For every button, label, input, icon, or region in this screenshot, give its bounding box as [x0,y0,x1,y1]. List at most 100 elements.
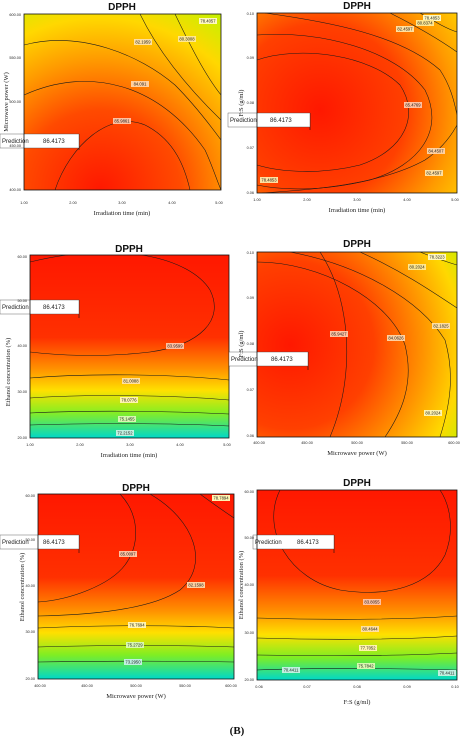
surface-area [257,490,457,680]
prediction-flag: Prediction 86.4173 [227,112,311,130]
y-tick-label: 0.06 [247,434,254,438]
contour-label-box [260,177,278,183]
y-axis-label: F:S (g/ml) [238,331,245,358]
y-tick-label: 0.09 [247,296,254,300]
contour-line [319,252,347,437]
prediction-value: 86.4173 [43,305,65,311]
contour-line [174,14,221,96]
contour-label: 75.2729 [127,643,143,648]
y-tick-label: 60.00 [25,494,35,498]
y-ticks: 0.06 0.07 0.08 0.09 0.10 [247,251,254,438]
panel-irradiation-vs-fs: DPPH 78.4853 80.8374 82.4597 78.4853 82.… [227,1,459,214]
y-tick-label: 500.00 [9,100,21,104]
panel-title: DPPH [122,483,150,494]
x-tick-label: 550.00 [401,441,413,445]
plot-frame [256,251,458,438]
prediction-value: 86.4173 [271,357,293,363]
contour-label: 80.3008 [179,37,195,42]
panel-power-vs-fs: DPPH 85.9427 84.0626 82.1825 80.2024 78.… [228,239,460,457]
contour-line [257,52,409,172]
x-tick-label: 400.00 [34,684,46,688]
contour-label: 83.8055 [364,600,380,605]
contour-label: 83.9599 [167,344,183,349]
contour-line [139,14,221,121]
contour-label: 78.3223 [429,255,445,260]
x-tick-label: 550.00 [179,684,191,688]
contour-label: 85.9427 [331,332,347,337]
y-tick-label: 20.00 [17,436,27,440]
x-axis-label: Irradiation time (min) [94,210,151,217]
contour-line [257,652,457,656]
y-tick-label: 550.00 [9,56,21,60]
x-tick-label: 5.00 [223,443,230,447]
contour-label-box [357,663,375,669]
y-tick-label: 0.07 [247,388,254,392]
contour-label: 78.4853 [424,16,440,21]
plot-frame [23,13,222,191]
plot-frame [29,254,230,439]
plot-frame [37,493,235,680]
x-tick-label: 5.00 [215,201,222,205]
prediction-flag: Prediction 86.4173 [0,299,80,318]
y-axis-label: F:S (g/ml) [238,90,245,117]
contour-label-box [212,495,230,501]
prediction-value: 86.4173 [43,540,65,546]
y-ticks: 20.00 30.00 40.00 50.00 60.00 [25,494,35,681]
panel-irradiation-vs-power: DPPH 78.4057 80.3008 82.1959 84.091 85.9… [0,2,223,217]
contour-line [289,252,451,437]
x-tick-label: 4.00 [168,201,175,205]
surface-area [257,252,457,437]
contour-line [261,124,457,193]
x-tick-label: 0.07 [303,685,310,689]
contour-label: 82.4597 [426,171,442,176]
contour-label-box [120,397,138,403]
y-tick-label: 40.00 [25,584,35,588]
contour-label-box [363,599,381,605]
prediction-label: Prediction [2,139,29,145]
x-tick-label: 0.09 [403,685,410,689]
y-tick-label: 0.10 [247,251,254,255]
y-tick-label: 20.00 [25,677,35,681]
y-tick-label: 600.00 [9,13,21,17]
contour-label: 85.0097 [120,552,136,557]
panel-title: DPPH [343,239,371,250]
contour-line [359,252,457,309]
contour-label: 80.2024 [409,265,425,270]
contour-label: 76.7694 [129,623,145,628]
contour-label-box [119,551,137,557]
x-tick-label: 3.00 [126,443,133,447]
y-axis-label: Ethanol concentration (%) [238,551,245,620]
x-tick-label: 450.00 [301,441,313,445]
contour-line [419,13,457,33]
contour-label-box [330,331,348,337]
contour-label-box [404,102,422,108]
prediction-flag: Prediction 86.4173 [0,133,80,150]
contour-label: 82.1959 [135,40,151,45]
prediction-label: Prediction [2,305,29,311]
contour-label: 80.4644 [362,627,378,632]
panel-power-vs-ethanol: DPPH 78.7894 85.0097 82.1598 76.7694 75.… [0,483,237,700]
contour-label-box [428,254,446,260]
contour-label: 78.4853 [261,178,277,183]
y-ticks: 0.06 0.07 0.08 0.09 0.10 [247,12,254,195]
contour-label-box [199,18,217,24]
y-ticks: 400.00 450.00 500.00 550.00 600.00 [9,13,21,192]
y-axis-label: Ethanol concentration (%) [5,338,12,407]
x-tick-label: 4.00 [403,198,410,202]
prediction-value: 86.4173 [270,118,292,124]
contour-label-box [128,622,146,628]
contour-label-box [116,430,134,436]
contour-label-box [427,148,445,154]
surface-area [24,14,221,190]
y-tick-label: 0.08 [247,101,254,105]
x-tick-label: 0.08 [353,685,360,689]
x-axis-label: Irradiation time (min) [101,452,158,459]
contour-label: 70.4411 [284,668,299,673]
prediction-flag: Prediction 86.4173 [0,534,80,553]
y-tick-label: 0.08 [247,342,254,346]
contour-line [38,494,136,603]
contour-label-box [282,667,300,673]
panel-title: DPPH [115,244,143,255]
contour-label-box [113,118,131,124]
